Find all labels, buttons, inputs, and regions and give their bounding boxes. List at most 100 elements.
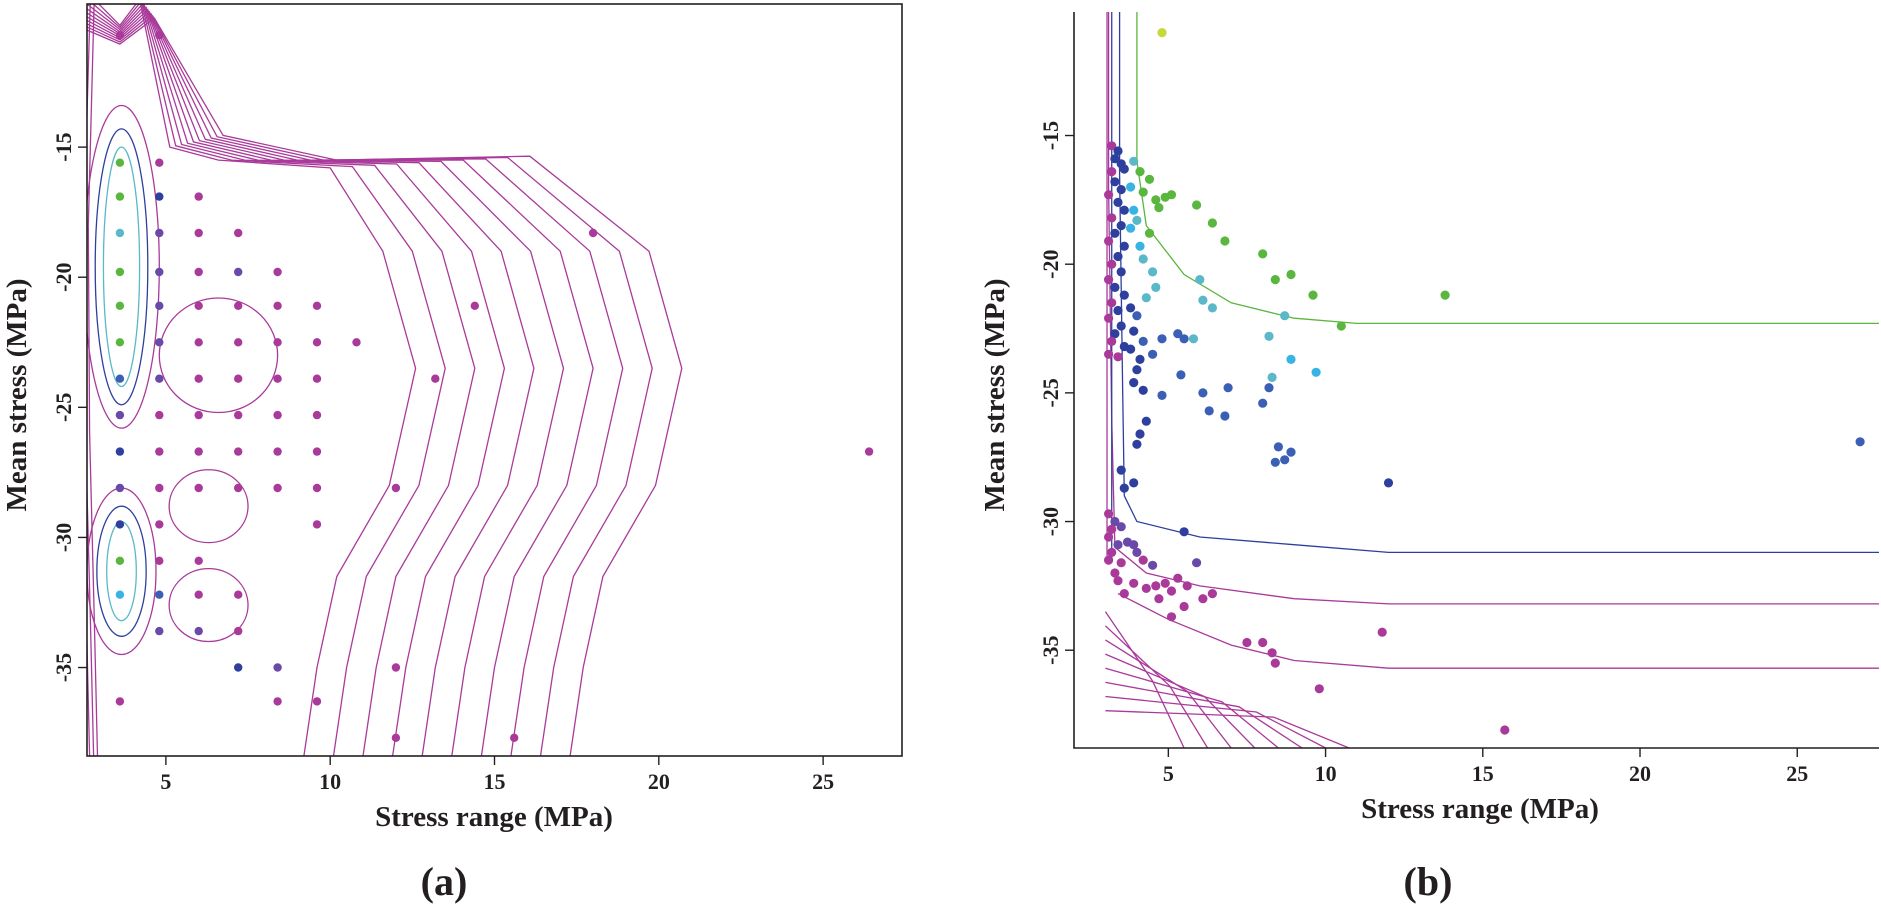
panel-b-plot-frame <box>1073 12 1879 749</box>
density-contour <box>87 8 565 756</box>
data-point <box>1188 334 1199 344</box>
data-point <box>115 697 125 706</box>
data-point <box>864 447 874 456</box>
data-point <box>155 483 164 493</box>
data-point <box>1242 637 1252 648</box>
data-point <box>115 301 125 310</box>
data-point <box>1129 578 1139 588</box>
data-point <box>1195 275 1205 285</box>
x-tick-label: 5 <box>1163 761 1174 786</box>
data-point <box>1119 589 1129 599</box>
data-point <box>234 267 243 277</box>
data-point <box>1141 583 1151 594</box>
data-point <box>1104 349 1114 359</box>
data-point <box>1270 275 1280 285</box>
data-point <box>1286 269 1296 280</box>
density-contour <box>106 521 137 622</box>
data-point <box>1129 326 1139 336</box>
data-point <box>155 410 164 420</box>
density-contour <box>87 4 417 756</box>
density-contour <box>94 128 149 406</box>
data-point <box>1198 295 1208 305</box>
density-contour <box>158 297 279 414</box>
y-tick-label: -25 <box>1038 378 1063 407</box>
data-point <box>155 447 164 456</box>
data-point <box>155 301 164 310</box>
data-point <box>1119 241 1129 251</box>
data-point <box>1138 385 1148 395</box>
data-point <box>155 228 164 238</box>
data-point <box>1280 311 1290 321</box>
data-point <box>234 626 243 636</box>
data-point <box>115 483 125 493</box>
data-point <box>1267 372 1277 382</box>
data-point <box>1135 167 1145 177</box>
data-point <box>194 301 203 310</box>
data-point <box>1148 267 1158 277</box>
data-point <box>1119 205 1129 215</box>
data-point <box>1223 383 1233 393</box>
data-point <box>312 483 322 493</box>
data-point <box>194 228 203 238</box>
data-point <box>1110 177 1120 187</box>
data-point <box>1179 334 1189 344</box>
data-point <box>1126 182 1136 192</box>
data-point <box>1207 589 1217 599</box>
data-point <box>273 483 282 493</box>
data-point <box>1104 313 1114 323</box>
data-point <box>1119 483 1129 493</box>
data-point <box>312 447 322 456</box>
panel-b-x-axis-title: Stress range (MPa) <box>1361 793 1599 825</box>
data-point <box>1220 411 1230 421</box>
density-contour <box>102 146 141 388</box>
data-point <box>1273 442 1283 452</box>
data-point <box>1308 290 1318 300</box>
data-point <box>1129 156 1139 166</box>
data-point <box>1104 532 1114 542</box>
data-point <box>115 556 125 565</box>
data-point <box>1144 228 1155 238</box>
data-point <box>1104 509 1114 519</box>
data-point <box>1264 331 1274 341</box>
data-point <box>155 158 164 167</box>
data-point <box>1157 27 1167 38</box>
data-point <box>1179 601 1189 612</box>
data-point <box>1151 282 1161 292</box>
y-tick-label: -35 <box>51 653 76 682</box>
data-point <box>1110 282 1120 292</box>
data-point <box>1110 154 1120 164</box>
data-point <box>1311 367 1321 377</box>
data-point <box>1148 349 1158 359</box>
data-point <box>1144 174 1155 184</box>
data-point <box>1148 560 1158 570</box>
data-point <box>1383 478 1394 488</box>
panel-a-points <box>115 31 874 742</box>
data-point <box>115 192 125 201</box>
data-point <box>1204 406 1214 416</box>
data-point <box>1104 275 1114 285</box>
data-point <box>1377 627 1387 637</box>
panel-a-plot-frame <box>86 3 903 757</box>
data-point <box>1104 236 1114 246</box>
panel-b-decision-boundaries <box>1104 12 1879 748</box>
x-tick-label: 10 <box>319 769 341 794</box>
data-point <box>155 267 164 277</box>
data-point <box>1270 457 1280 467</box>
data-point <box>1116 465 1126 475</box>
panel-a-label: (a) <box>421 859 468 904</box>
data-point <box>234 338 243 347</box>
data-point <box>234 663 243 672</box>
y-tick-label: -20 <box>51 263 76 292</box>
panel-b-y-axis-title: Mean stress (MPa) <box>979 278 1011 511</box>
data-point <box>1113 576 1123 586</box>
data-point <box>312 520 322 529</box>
data-point <box>1160 578 1170 588</box>
data-point <box>155 556 164 565</box>
density-contour <box>87 4 446 756</box>
data-point <box>1110 516 1120 527</box>
data-point <box>1110 329 1120 339</box>
data-point <box>470 301 479 310</box>
data-point <box>1192 558 1202 568</box>
data-point <box>1173 329 1183 339</box>
data-point <box>115 228 125 238</box>
